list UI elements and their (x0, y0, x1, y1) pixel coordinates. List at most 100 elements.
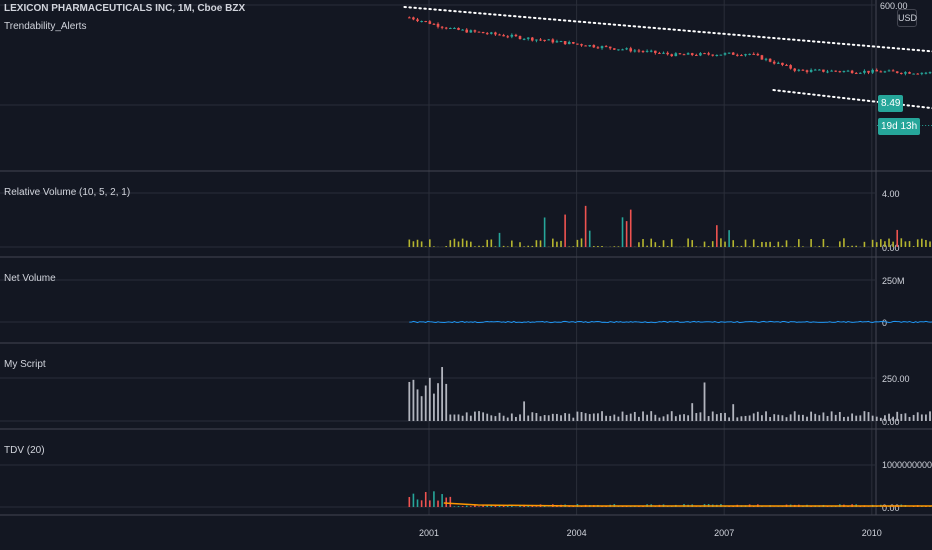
myscript-bar (601, 411, 603, 421)
myscript-bar (646, 414, 649, 421)
price-candle (748, 53, 751, 55)
price-candle (777, 62, 780, 64)
myscript-bar (580, 412, 583, 421)
rvol-bar (802, 246, 804, 247)
myscript-bar (896, 411, 899, 421)
price-candle (535, 39, 538, 41)
tdv-bar (441, 494, 443, 507)
myscript-bar (617, 416, 620, 421)
price-candle (838, 71, 842, 73)
price-candle (666, 52, 669, 55)
myscript-bar (797, 414, 800, 421)
x-tick-2007: 2007 (714, 528, 734, 538)
price-candle (608, 46, 612, 49)
rvol-bar (613, 246, 616, 247)
price-candle (916, 73, 920, 75)
rvol-bar (593, 246, 595, 247)
myscript-bar (777, 414, 780, 421)
rvol-bar (765, 242, 767, 247)
myscript-bar (761, 415, 763, 421)
myscript-bar (736, 417, 739, 421)
rvol-bar (478, 245, 480, 247)
myscript-bar (494, 416, 497, 421)
price-candle (715, 55, 719, 57)
rvol-bar (818, 245, 821, 247)
price-candle (859, 72, 862, 74)
price-candle (699, 53, 702, 56)
price-axis-tick-top: 600.00 (880, 1, 908, 11)
rvol-bar (880, 239, 882, 247)
price-candle (772, 61, 776, 64)
myscript-bar (560, 415, 562, 421)
myscript-bar (814, 413, 817, 421)
rvol-bar (839, 241, 841, 247)
countdown-badge: 19d 13h (878, 118, 921, 135)
myscript-tick-zero: 0.00 (882, 417, 900, 427)
rvol-bar (793, 246, 796, 247)
rvol-bar (711, 241, 714, 247)
price-candle (801, 69, 805, 71)
myscript-bar (674, 416, 677, 421)
myscript-bar (445, 383, 448, 421)
currency-button[interactable]: USD (897, 9, 917, 27)
rvol-bar (925, 239, 927, 247)
rvol-bar (670, 239, 673, 247)
myscript-bar (625, 414, 628, 421)
price-candle (494, 32, 497, 35)
rvol-bar (621, 217, 624, 247)
price-candle (604, 46, 608, 48)
netvol-pane-label: Net Volume (4, 273, 56, 284)
myscript-bar (863, 411, 866, 421)
price-candle (846, 70, 850, 72)
x-tick-2004: 2004 (567, 528, 587, 538)
price-candle (850, 70, 854, 74)
indicator-name: Trendability_Alerts (4, 21, 87, 32)
price-candle (526, 37, 530, 39)
price-candle (629, 48, 633, 52)
myscript-bar (588, 414, 591, 421)
price-candle (617, 49, 620, 51)
myscript-bar (621, 411, 624, 421)
price-candle (764, 58, 768, 60)
rvol-bar (728, 230, 730, 247)
tdv-bar (535, 506, 538, 507)
myscript-bar (515, 416, 517, 421)
rvol-bar (588, 230, 591, 247)
price-candle (920, 72, 924, 74)
rvol-bar (638, 242, 640, 247)
rvol-bar (826, 245, 829, 247)
myscript-bar (609, 415, 612, 421)
price-candle (539, 39, 542, 41)
tdv-bar (457, 506, 460, 507)
rvol-bar (465, 240, 468, 247)
price-candle (502, 35, 505, 37)
rvol-bar (720, 238, 722, 247)
myscript-bar (830, 411, 833, 421)
myscript-bar (687, 415, 690, 421)
price-candle (412, 17, 415, 20)
myscript-bar (822, 412, 825, 421)
myscript-bar (875, 416, 878, 421)
price-candle (440, 26, 444, 28)
price-candle (760, 55, 764, 60)
myscript-bar (740, 416, 743, 421)
price-candle (625, 48, 628, 50)
tdv-bar (453, 506, 456, 507)
rvol-bar (654, 242, 657, 247)
price-candle (518, 36, 522, 40)
rvol-bar (912, 246, 915, 247)
rvol-bar (650, 238, 653, 247)
myscript-bar (510, 413, 513, 421)
myscript-bar (670, 411, 673, 421)
tdv-bar (433, 491, 435, 507)
rvol-bar (482, 245, 484, 247)
rvol-bar (564, 214, 566, 247)
myscript-bar (408, 381, 411, 421)
myscript-bar (453, 414, 456, 421)
rvol-bar (904, 241, 907, 247)
price-candle (637, 50, 641, 52)
myscript-bar (851, 413, 854, 421)
price-candle (498, 34, 501, 36)
rvol-bar (646, 245, 648, 247)
rvol-bar (601, 246, 603, 247)
